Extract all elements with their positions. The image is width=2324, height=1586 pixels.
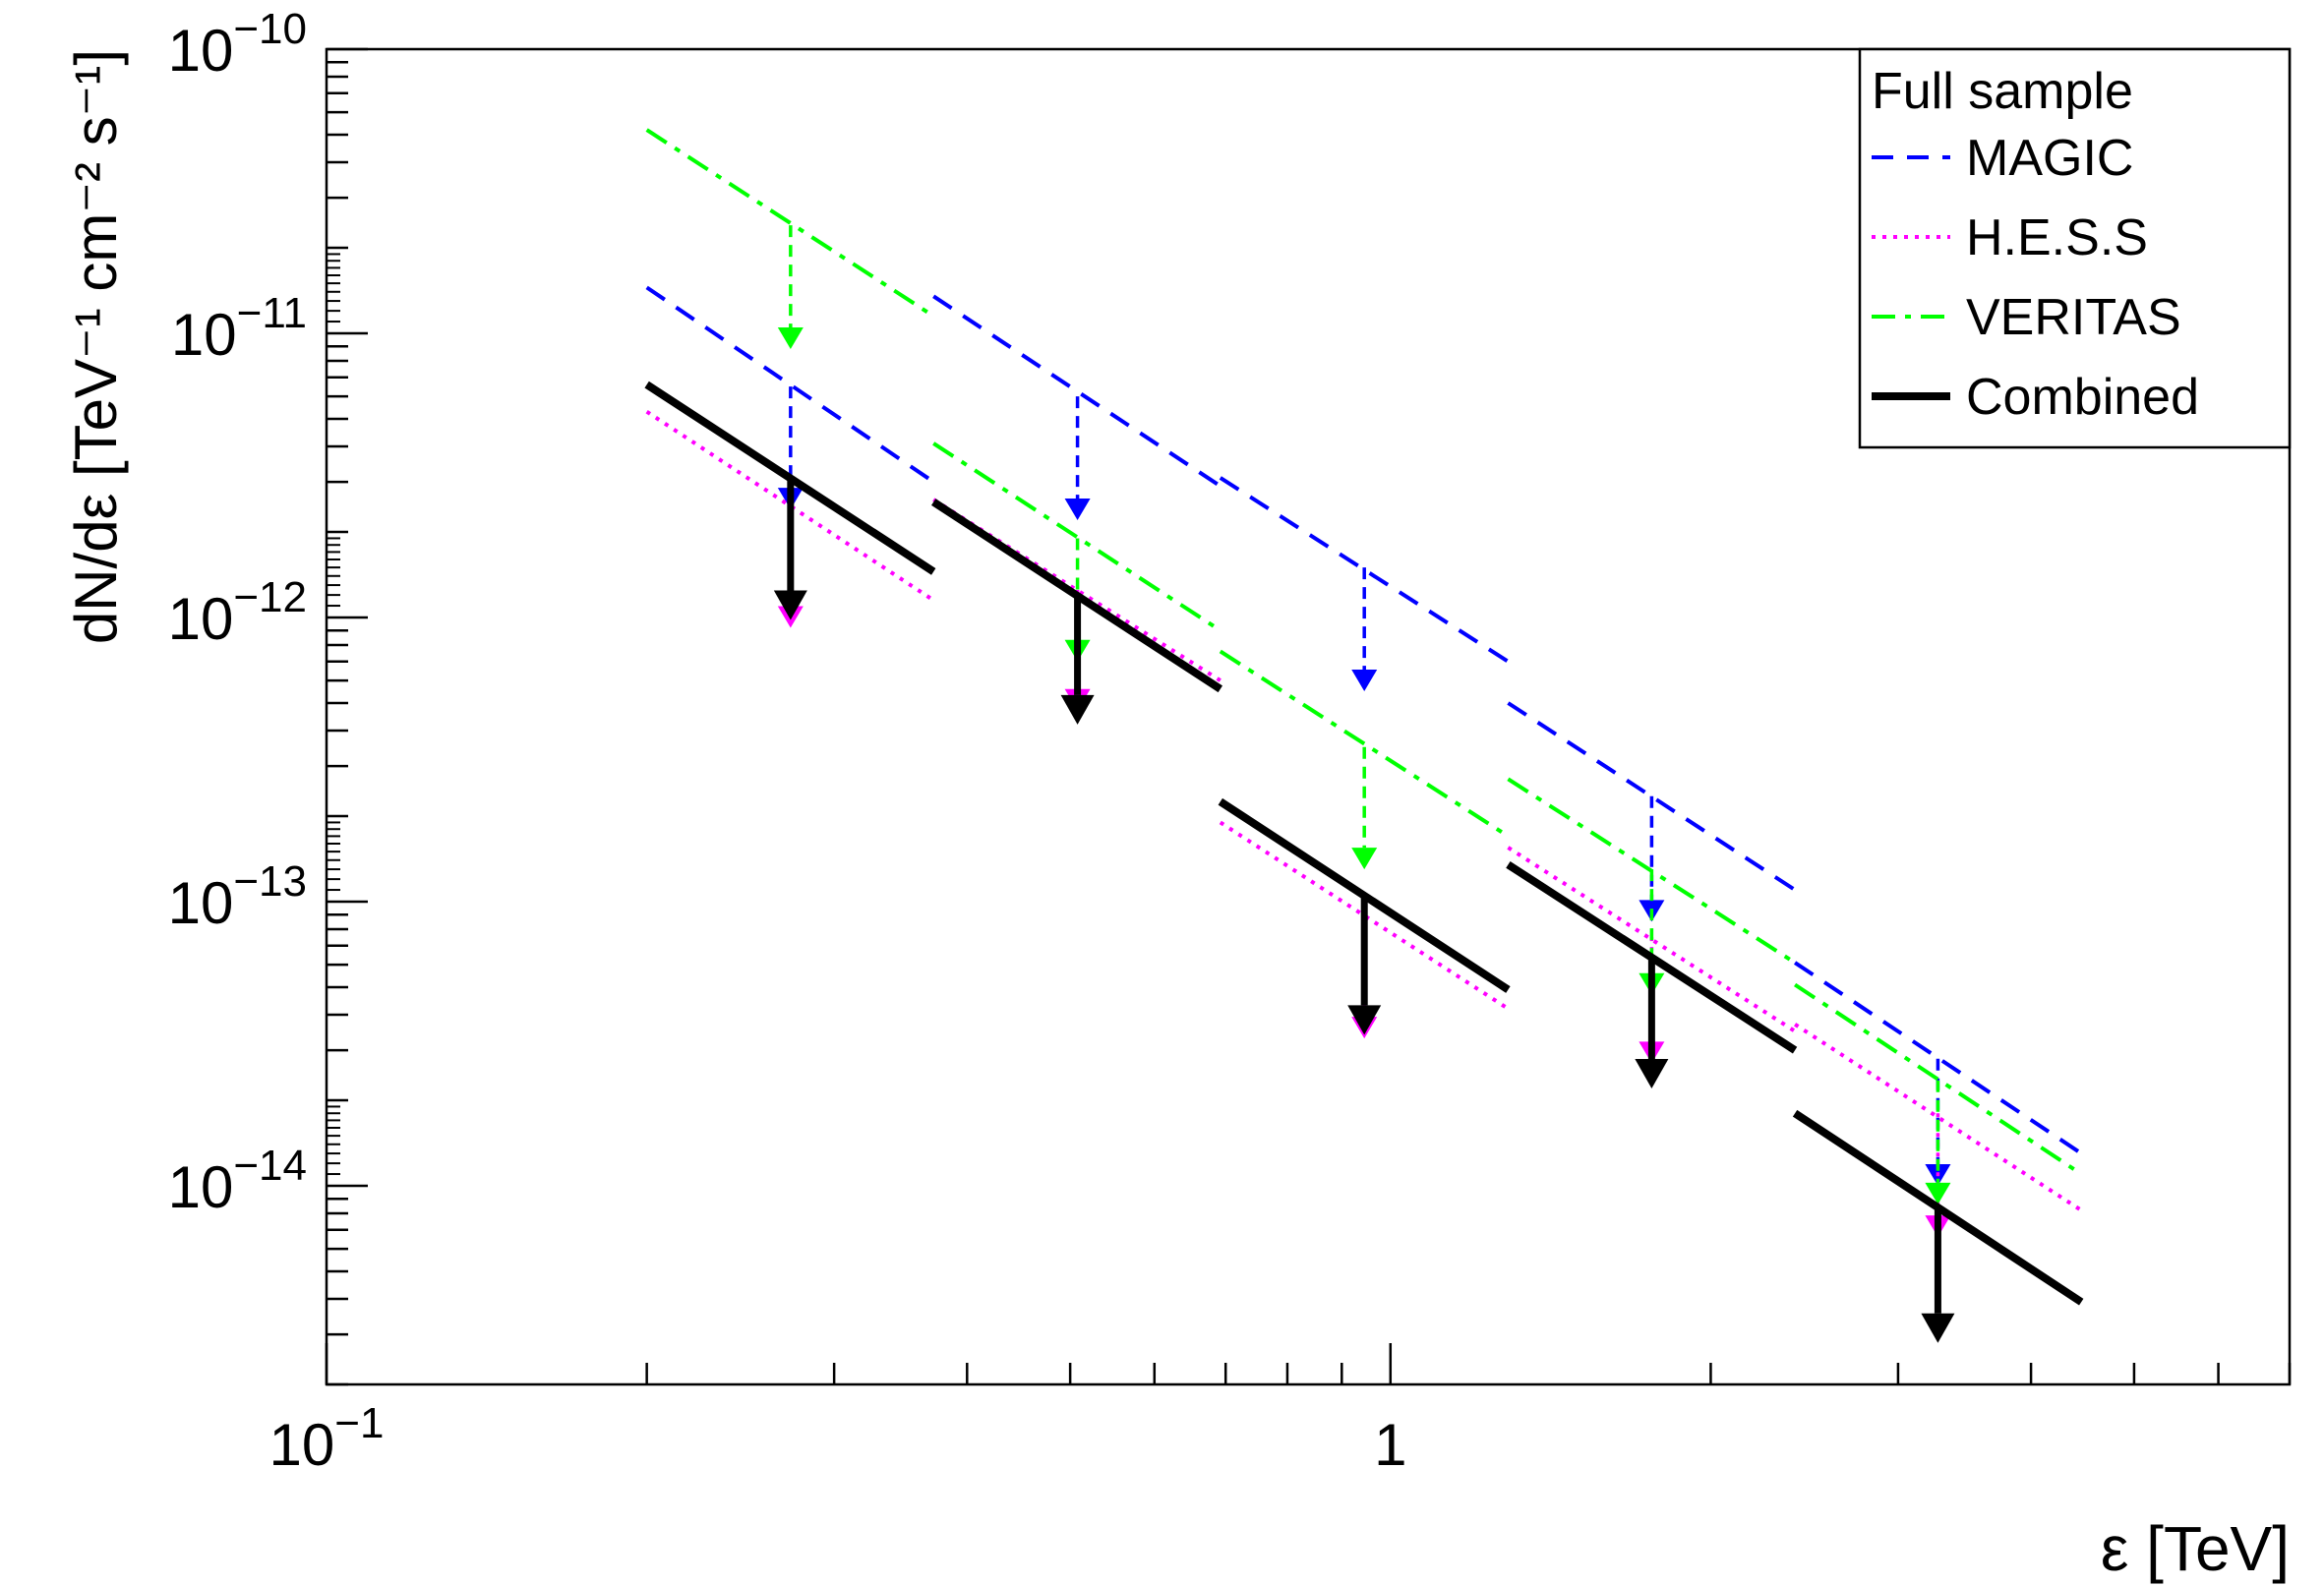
series-veritas-segment-3: [1219, 649, 1510, 839]
series-h-e-s-s-segment-1: [645, 410, 935, 603]
legend-entry: Combined: [1872, 369, 2199, 426]
legend-title: Full sample: [1872, 63, 2133, 120]
series-combined: [644, 381, 2084, 1343]
series-combined-upper-limit-arrowhead-1: [773, 590, 807, 620]
x-axis-label: ε [TeV]: [2101, 1513, 2290, 1584]
series-magic-segment-5: [1793, 961, 2083, 1155]
series-combined-upper-limit-arrowhead-5: [1921, 1313, 1955, 1343]
x-tick-label: 10−1: [269, 1399, 385, 1478]
series-magic-upper-limit-arrowhead-2: [1064, 499, 1091, 521]
y-axis-label-group: dN/dε [TeV⁻¹ cm⁻² s⁻¹]: [63, 49, 129, 644]
legend-entries: MAGIC H.E.S.S VERITAS Combined: [1872, 130, 2199, 426]
series-veritas-upper-limit-arrowhead-5: [1925, 1182, 1951, 1204]
series-combined-upper-limit-arrowhead-3: [1347, 1005, 1382, 1035]
series-layer: [644, 128, 2084, 1343]
x-tick-label: 1: [1374, 1412, 1406, 1478]
y-axis-label: dN/dε [TeV⁻¹ cm⁻² s⁻¹]: [63, 49, 129, 644]
series-magic-segment-2: [932, 294, 1222, 489]
series-magic-segment-1: [645, 285, 935, 484]
series-magic-upper-limit-arrowhead-3: [1351, 670, 1378, 692]
legend-entry: VERITAS: [1872, 289, 2181, 346]
y-tick-label: 10−11: [171, 289, 307, 368]
series-veritas: [645, 128, 2083, 1204]
y-tick-label: 10−14: [168, 1142, 307, 1220]
legend-entry: MAGIC: [1872, 130, 2133, 187]
series-h-e-s-s-segment-5: [1794, 1023, 2083, 1212]
y-tick-label: 10−13: [168, 857, 307, 936]
y-tick-label: 10−10: [168, 5, 307, 84]
series-veritas-upper-limit-arrowhead-3: [1351, 848, 1378, 870]
legend-label: MAGIC: [1966, 130, 2133, 187]
series-veritas-segment-1: [645, 128, 935, 319]
series-h-e-s-s-segment-4: [1507, 846, 1797, 1033]
series-veritas-upper-limit-arrowhead-1: [777, 327, 804, 350]
series-h-e-s-s: [645, 410, 2083, 1238]
series-magic-segment-4: [1507, 701, 1797, 892]
series-h-e-s-s-segment-3: [1219, 820, 1510, 1011]
series-combined-upper-limit-arrowhead-4: [1635, 1059, 1669, 1089]
series-veritas-segment-5: [1793, 982, 2083, 1176]
y-tick-label: 10−12: [168, 573, 307, 652]
legend-box: [1858, 47, 2292, 449]
legend-entry: H.E.S.S: [1872, 209, 2148, 266]
legend-label: VERITAS: [1966, 289, 2181, 346]
plot-frame: [325, 47, 2292, 1386]
legend: Full sample MAGIC H.E.S.S VERITAS Combined: [1858, 47, 2292, 449]
series-veritas-segment-2: [932, 441, 1222, 632]
legend-label: H.E.S.S: [1966, 209, 2148, 266]
legend-label: Combined: [1966, 369, 2199, 426]
series-magic-segment-3: [1219, 476, 1510, 664]
series-combined-upper-limit-arrowhead-2: [1060, 694, 1095, 725]
